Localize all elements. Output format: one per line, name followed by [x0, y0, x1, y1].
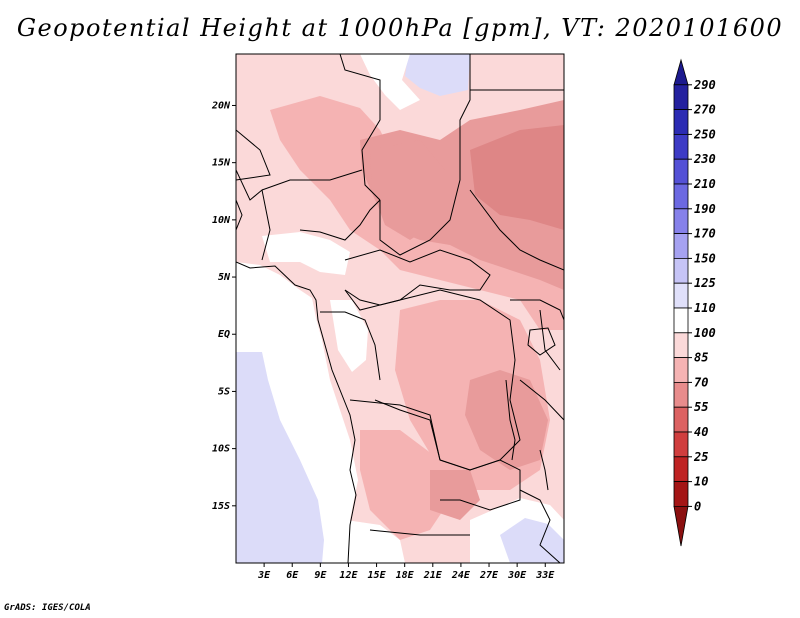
colorbar-label: 230: [693, 152, 716, 166]
colorbar-label: 150: [694, 251, 716, 265]
lat-label: 20N: [211, 100, 231, 111]
colorbar-segment: [673, 84, 689, 111]
border-zambia: [439, 459, 521, 511]
angola-mid-shade: [360, 430, 450, 540]
lon-label: 12E: [339, 570, 358, 581]
lon-label: 3E: [257, 570, 271, 581]
colorbar-label: 290: [693, 78, 716, 92]
lon-label: 18E: [396, 570, 415, 581]
border-niger-nigeria: [261, 169, 363, 191]
congo-coast-white: [330, 300, 368, 372]
lake-malawi: [539, 449, 549, 491]
border-nigeria-cameroon: [299, 199, 381, 241]
colorbar-segment: [673, 456, 689, 482]
colorbar-label: 85: [694, 351, 708, 365]
colorbar-label: 10: [694, 475, 708, 489]
colorbar-segment: [673, 133, 689, 160]
colorbar-segment: [673, 257, 689, 284]
coastline-gulf: [236, 261, 357, 563]
colorbar-label: 250: [693, 127, 716, 141]
colorbar-segment: [673, 233, 689, 259]
east-africa-dark-shade: [465, 370, 548, 470]
ethiopia-darkest-shade: [470, 125, 564, 230]
colorbar-segment: [673, 282, 689, 309]
tchad-dark-shade: [370, 140, 445, 240]
colorbar-label: 170: [694, 227, 716, 241]
lon-label: 27E: [479, 570, 499, 581]
border-libya-chad: [339, 54, 381, 201]
plot-frame: [235, 53, 565, 564]
ocean-blue-zone: [236, 352, 324, 563]
border-tanzania: [519, 379, 564, 421]
colorbar-segment: [673, 406, 689, 433]
colorbar-segment: [673, 357, 689, 383]
lat-label: 5N: [218, 272, 231, 283]
lon-label: 30E: [507, 570, 527, 581]
colorbar-label: 190: [694, 202, 716, 216]
colorbar-label: 55: [694, 400, 708, 414]
lon-label: 9E: [314, 570, 327, 581]
grads-credit: GrADS: IGES/COLA: [4, 603, 91, 613]
lat-label: 10S: [212, 444, 230, 455]
lat-label: 15S: [212, 501, 230, 512]
colorbar-label: 40: [694, 425, 708, 439]
colorbar-label: 70: [694, 375, 708, 389]
lon-label: 15E: [368, 570, 387, 581]
south-coast-white: [346, 520, 405, 563]
colorbar-label: 210: [693, 177, 716, 191]
colorbar-segment: [673, 307, 689, 334]
colorbar-segment: [673, 431, 689, 458]
lat-label: 15N: [212, 158, 231, 169]
border-niger: [236, 129, 271, 181]
colorbar-label: 100: [694, 326, 716, 340]
lake-victoria: [527, 327, 556, 356]
border-chad-sudan: [379, 54, 471, 256]
border-west-coast-1: [236, 169, 271, 261]
border-sudan-ethiopia: [469, 189, 564, 271]
border-cameroon-congo: [320, 311, 381, 381]
colorbar-segment: [673, 208, 689, 235]
country-borders: [236, 54, 564, 563]
lat-label: 5S: [218, 386, 230, 397]
colorbar-segment: [673, 109, 689, 135]
colorbar-label: 125: [694, 276, 716, 290]
lon-label: 6E: [286, 570, 299, 581]
colorbar-segment: [673, 158, 689, 185]
colorbar-bottom-triangle: [673, 506, 689, 547]
map-title: Geopotential Height at 1000hPa [gpm], VT…: [16, 14, 784, 42]
colorbar-label: 25: [693, 450, 708, 464]
colorbar-segment: [673, 183, 689, 210]
colorbar-label: 0: [694, 499, 701, 513]
northern-blue-patch: [405, 54, 470, 96]
zambia-dark-shade: [430, 470, 480, 520]
shaded-field: [236, 54, 564, 563]
colorbar-label: 110: [694, 301, 716, 315]
border-uganda-kenya: [539, 309, 561, 371]
border-west-coast-2: [236, 199, 243, 231]
colorbar: 2902702502302101901701501251101008570554…: [673, 58, 716, 547]
lon-label: 33E: [535, 570, 555, 581]
border-angola-namibia: [369, 529, 470, 536]
axis-labels: 20N 15N 10N 5N EQ 5S 10S 15S 3E 6E 9E 12E 15E 18E 21E 2…: [211, 100, 555, 581]
border-drc-angola: [349, 399, 441, 461]
colorbar-segment: [673, 481, 689, 507]
lon-label: 24E: [451, 570, 471, 581]
border-mozambique: [519, 489, 561, 563]
colorbar-top-triangle: [673, 58, 689, 86]
lon-label: 21E: [423, 570, 443, 581]
lat-label: 10N: [212, 215, 231, 226]
west-white-patch: [262, 232, 350, 275]
lat-label: EQ: [218, 329, 230, 340]
colorbar-label: 270: [693, 103, 716, 117]
colorbar-segment: [673, 332, 689, 358]
colorbar-segment: [673, 381, 689, 408]
border-east: [510, 299, 564, 321]
northern-white-patch: [360, 54, 420, 110]
border-drc: [344, 289, 521, 471]
lake-tanganyika: [505, 379, 516, 461]
